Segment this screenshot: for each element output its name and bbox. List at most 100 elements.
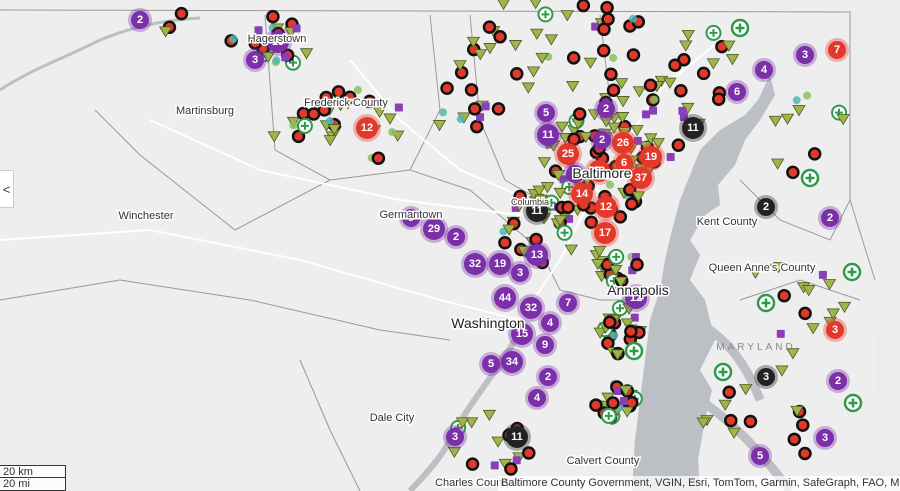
cluster [594,222,616,244]
ring-marker [626,48,641,62]
cluster [464,253,486,275]
cluster-label: 6 [621,157,627,169]
triangle-marker [530,0,542,10]
triangle-marker [679,40,693,52]
cluster-label: 7 [565,297,571,309]
ring-marker [504,462,518,476]
dot-marker [388,128,397,137]
ring-marker [567,132,581,146]
triangle-marker [768,115,783,128]
cluster [597,100,615,118]
dot-marker [272,56,281,65]
bay [632,75,775,491]
triangle-marker [836,114,850,126]
triangle-marker [587,109,602,121]
collapse-button[interactable]: < [0,170,14,208]
ring-marker [572,107,587,121]
cluster [595,196,617,218]
cluster [536,336,554,354]
cluster [751,447,769,465]
plus-sign [288,58,297,67]
triangle-marker [551,170,566,182]
ring-marker [724,413,738,428]
triangle-marker [544,34,559,46]
cluster-label: 25 [562,148,574,160]
triangle-marker [663,77,677,89]
triangle-marker [530,28,544,40]
cluster-label: 2 [835,375,841,387]
cluster [537,104,555,122]
dot-marker [792,96,801,105]
square-marker [512,456,521,465]
ring-marker [584,215,598,230]
triangle-marker [696,417,710,429]
cluster [757,368,775,386]
triangle-marker [718,399,732,411]
cluster-label: 15 [516,328,528,340]
triangle-marker [483,43,497,55]
triangle-marker [508,40,523,52]
plus-sign [805,173,815,183]
cluster-label: 44 [499,292,512,304]
square-marker [481,102,490,111]
cluster-label: 2 [545,371,551,383]
cluster-label: 2 [603,103,609,115]
cluster-label: 2 [599,134,605,146]
triangle-marker [725,54,740,66]
ring-marker [440,81,454,95]
cluster [566,165,584,183]
cluster [625,287,647,309]
cluster [682,117,704,139]
plus-sign [848,398,858,408]
triangle-marker [786,348,800,360]
ring-marker [606,83,621,97]
ring-marker [787,432,802,447]
dot-marker [606,180,615,189]
cluster [826,321,844,339]
place-label: Annapolis [607,282,669,298]
triangle-marker [466,36,481,49]
cluster [526,200,548,222]
triangle-marker [553,215,567,227]
triangle-marker [620,406,634,418]
place-label: Dale City [370,412,415,424]
triangle-marker [383,113,397,125]
triangle-marker [526,66,541,78]
ring-marker [454,65,469,80]
cluster-label: 2 [572,168,578,180]
plus-sign [735,23,745,33]
plus-sign [565,183,574,192]
square-marker [818,270,827,279]
cluster [520,297,542,319]
ring-marker [613,210,628,224]
dot-marker [439,108,448,117]
cluster [755,61,773,79]
cluster-label: 3 [452,431,458,443]
cluster-label: 4 [761,64,768,76]
cluster [557,143,579,165]
triangle-marker [341,98,355,110]
cluster [593,131,611,149]
triangle-marker [372,106,387,119]
triangle-marker [553,187,567,200]
ring-marker [711,92,726,106]
triangle-marker [267,131,281,143]
cluster-label: 5 [488,358,494,370]
dot-marker [609,53,618,62]
triangle-marker [333,100,348,112]
place-label: MARYLAND [716,342,795,353]
cluster-label: 11 [542,129,554,141]
triangle-marker [532,185,546,197]
cluster [447,228,465,246]
place-label: Frederick County [304,97,388,109]
triangle-marker [826,308,840,320]
ring-marker [561,200,575,214]
square-marker [649,106,658,115]
square-marker [476,113,485,122]
cluster-label: 13 [593,165,605,177]
cluster-label: 12 [630,292,642,304]
place-label: Hagerstown [248,33,307,45]
triangle-marker [534,194,548,206]
triangle-marker [327,124,342,136]
